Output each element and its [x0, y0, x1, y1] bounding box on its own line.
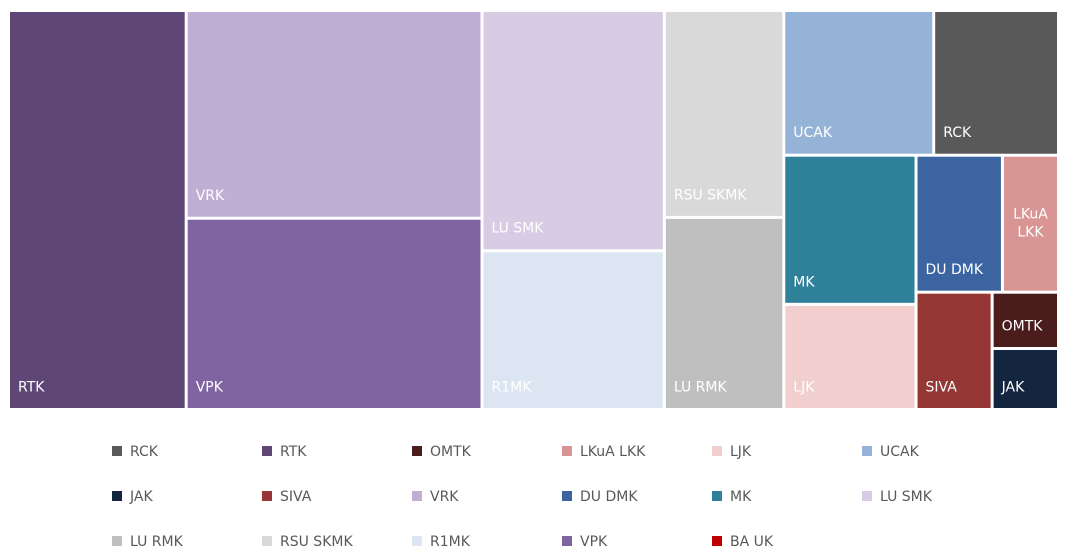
tile-label: OMTK — [1002, 319, 1044, 335]
tile — [187, 12, 481, 217]
legend-label: R1MK — [430, 534, 471, 550]
tile-label: UCAK — [793, 125, 833, 141]
legend-swatch — [712, 446, 722, 456]
legend-swatch — [562, 491, 572, 501]
legend-label: SIVA — [280, 489, 312, 505]
legend-label: LKuA LKK — [580, 444, 646, 460]
tile — [187, 219, 481, 408]
legend-swatch — [562, 446, 572, 456]
legend-swatch — [112, 446, 122, 456]
legend-swatch — [112, 536, 122, 546]
legend-label: JAK — [129, 489, 153, 505]
tile-label: VRK — [196, 188, 225, 204]
legend-swatch — [262, 491, 272, 501]
tile-label: VPK — [196, 380, 224, 396]
tile — [483, 12, 663, 250]
tile — [993, 293, 1057, 348]
tile — [1003, 156, 1057, 291]
legend-label: LU SMK — [880, 489, 933, 505]
legend-label: UCAK — [880, 444, 920, 460]
legend-swatch — [862, 446, 872, 456]
tile-label: DU DMK — [926, 262, 984, 278]
tile-label: RTK — [18, 380, 45, 396]
tile-label: SIVA — [926, 380, 958, 396]
tile — [665, 218, 783, 408]
tile — [917, 156, 1001, 291]
legend-label: RTK — [280, 444, 307, 460]
tile-label: RSU SKMK — [674, 187, 747, 203]
legend-label: RCK — [130, 444, 159, 460]
tile-label: RCK — [943, 125, 972, 141]
legend-label: OMTK — [430, 444, 472, 460]
legend-label: DU DMK — [580, 489, 638, 505]
tile-label: LKuA LKK — [1013, 207, 1048, 241]
tile-label: R1MK — [491, 380, 532, 396]
tile — [785, 156, 915, 303]
legend-swatch — [712, 536, 722, 546]
tile-label: LU RMK — [674, 380, 728, 396]
legend-swatch — [412, 491, 422, 501]
tile — [993, 350, 1057, 408]
tile — [10, 12, 185, 408]
tile-label: LJK — [793, 380, 815, 396]
tile-label: MK — [793, 274, 815, 290]
tile — [917, 293, 991, 408]
tile — [785, 305, 915, 408]
legend-swatch — [562, 536, 572, 546]
legend-label: VPK — [580, 534, 608, 550]
legend-label: RSU SKMK — [280, 534, 353, 550]
tile — [483, 252, 663, 408]
tile-label: JAK — [1001, 380, 1025, 396]
legend-label: MK — [730, 489, 752, 505]
legend-label: LJK — [730, 444, 752, 460]
legend-label: VRK — [430, 489, 459, 505]
tile-label: LU SMK — [491, 221, 544, 237]
legend-swatch — [262, 446, 272, 456]
legend-swatch — [262, 536, 272, 546]
legend-swatch — [112, 491, 122, 501]
legend-label: BA UK — [730, 534, 774, 550]
tile — [935, 12, 1057, 154]
tile — [665, 12, 783, 216]
legend-swatch — [712, 491, 722, 501]
tile — [785, 12, 933, 154]
legend-label: LU RMK — [130, 534, 184, 550]
legend-swatch — [862, 491, 872, 501]
legend-swatch — [412, 446, 422, 456]
legend-swatch — [412, 536, 422, 546]
